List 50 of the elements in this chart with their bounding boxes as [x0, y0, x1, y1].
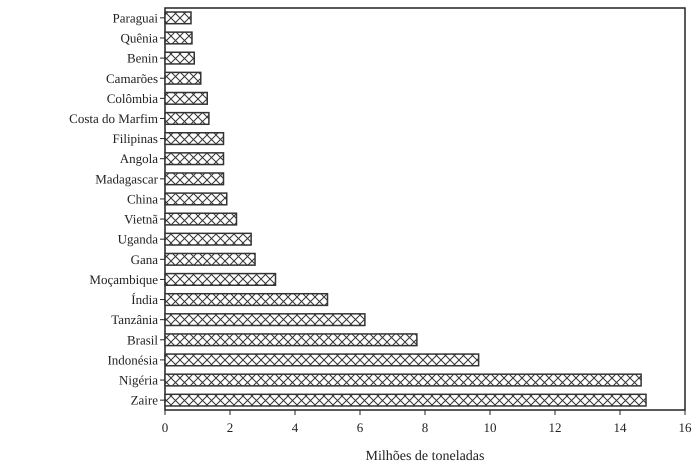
x-tick-label: 16 [678, 420, 692, 435]
y-tick-label: Brasil [126, 332, 158, 348]
y-tick-label: Tanzânia [111, 312, 158, 328]
y-tick-label: Gana [130, 252, 158, 267]
x-axis-title: Milhões de toneladas [366, 449, 484, 464]
bar [164, 333, 418, 346]
bar [164, 373, 642, 387]
bar [164, 252, 256, 266]
bar [164, 292, 328, 306]
x-tick-label: 14 [614, 420, 627, 435]
bar [164, 394, 647, 407]
y-tick-label: Angola [120, 151, 158, 166]
y-tick-label: Benin [126, 50, 158, 66]
bar [164, 313, 366, 326]
x-tick-label: 4 [292, 420, 299, 435]
bar [164, 52, 195, 65]
y-tick-label: Moçambique [89, 272, 158, 287]
bar [164, 353, 480, 366]
y-tick-label: Madagascar [95, 171, 159, 186]
x-tick-label: 6 [356, 420, 364, 435]
bar [164, 11, 192, 24]
bar [164, 212, 238, 226]
y-tick-label: Camarões [106, 70, 158, 86]
x-tick-label: 0 [162, 420, 168, 435]
y-tick-label: Quênia [120, 30, 158, 46]
bar [164, 72, 202, 85]
bar [164, 192, 228, 206]
x-tick-label: 10 [484, 420, 496, 435]
y-tick-label: Uganda [118, 232, 158, 247]
y-tick-label: China [126, 191, 158, 206]
y-tick-label: Colômbia [106, 90, 158, 106]
y-tick-label: Vietnã [124, 212, 158, 227]
bar [164, 132, 224, 146]
bar [164, 152, 224, 166]
y-tick-label: Zaire [130, 392, 158, 408]
x-tick-label: 8 [422, 420, 428, 435]
bar [164, 172, 224, 186]
bar [164, 31, 193, 45]
y-tick-label: Nigéria [119, 372, 158, 388]
bar [164, 92, 208, 105]
y-tick-label: Índia [131, 292, 158, 308]
bar [164, 272, 276, 286]
bar [164, 112, 210, 126]
y-tick-label: Indonésia [107, 352, 158, 368]
y-tick-label: Filipinas [112, 131, 158, 146]
y-tick-label: Paraguai [112, 10, 158, 26]
y-tick-label: Costa do Marfim [69, 111, 158, 126]
bar [164, 232, 252, 246]
x-tick-label: 2 [226, 420, 234, 435]
x-tick-label: 12 [548, 420, 562, 435]
